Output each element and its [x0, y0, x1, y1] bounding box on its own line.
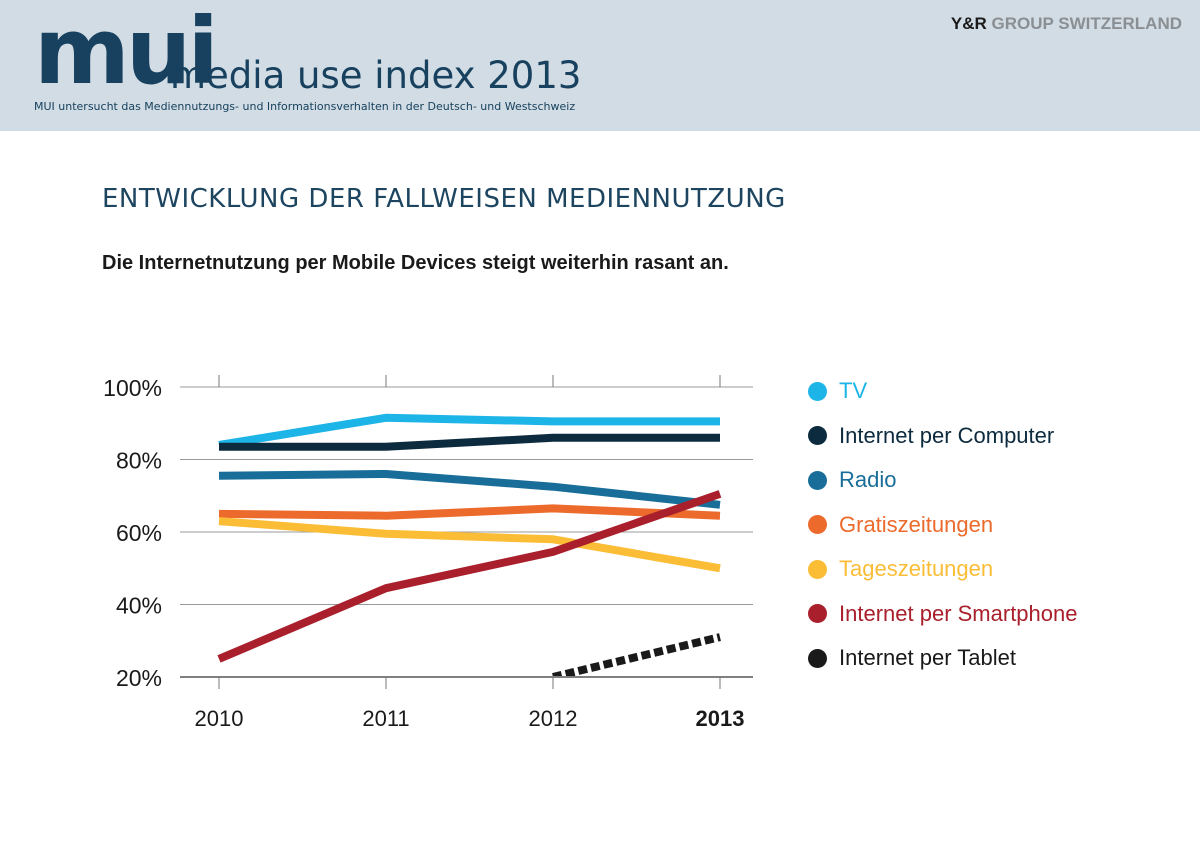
y-tick-label: 40%: [116, 593, 162, 619]
legend-item: TV: [808, 369, 1077, 414]
logo-description: MUI untersucht das Mediennutzungs- und I…: [34, 100, 576, 113]
header-banner: mui media use index 2013 MUI untersucht …: [0, 0, 1200, 131]
legend-label: Internet per Smartphone: [839, 600, 1078, 626]
legend-dot-icon: [808, 381, 827, 401]
brand-primary: Y&R: [950, 14, 987, 33]
legend-item: Gratiszeitungen: [808, 503, 1077, 548]
legend-label: Radio: [839, 467, 897, 493]
legend-dot-icon: [808, 515, 827, 535]
series-line-gratiszeitungen: [218, 504, 721, 520]
series-line-internet-per-smartphone: [217, 490, 722, 663]
series-line-tageszeitungen: [218, 517, 721, 573]
x-tick-label: 2012: [529, 706, 578, 731]
brand-secondary: GROUP SWITZERLAND: [991, 14, 1182, 33]
series-line-tv: [218, 413, 720, 449]
legend-dot-icon: [808, 604, 827, 624]
y-tick-label: 80%: [116, 448, 162, 474]
y-tick-label: 20%: [116, 665, 162, 691]
legend-label: Tageszeitungen: [839, 556, 994, 582]
chart-title: ENTWICKLUNG DER FALLWEISEN MEDIENNUTZUNG: [102, 184, 786, 214]
y-tick-label: 60%: [116, 520, 162, 546]
x-tick-label: 2011: [362, 706, 409, 731]
series-line-internet-per-tablet: [552, 633, 721, 676]
legend-dot-icon: [808, 648, 827, 668]
legend-label: Internet per Tablet: [839, 645, 1016, 671]
legend-item: Internet per Smartphone: [808, 592, 1077, 637]
brand-label: Y&R GROUP SWITZERLAND: [951, 14, 1182, 34]
legend-item: Internet per Tablet: [808, 636, 1077, 681]
legend-label: Gratiszeitungen: [839, 511, 994, 537]
legend-dot-icon: [808, 470, 827, 490]
legend-dot-icon: [808, 559, 827, 579]
chart-subtitle: Die Internetnutzung per Mobile Devices s…: [102, 252, 729, 274]
legend-item: Radio: [808, 458, 1077, 503]
series-line-internet-per-computer: [219, 433, 720, 451]
series-line-radio: [218, 470, 721, 509]
mui-logo: mui: [34, 0, 219, 105]
y-tick-label: 100%: [103, 375, 162, 401]
chart-legend: TV Internet per Computer Radio Gratiszeitun…: [808, 369, 1077, 681]
legend-label: TV: [839, 378, 868, 404]
legend-item: Internet per Computer: [808, 414, 1077, 459]
legend-label: Internet per Computer: [839, 422, 1055, 448]
legend-dot-icon: [808, 426, 827, 446]
x-tick-label: 2013: [696, 706, 745, 731]
legend-item: Tageszeitungen: [808, 547, 1077, 592]
x-tick-label: 2010: [195, 706, 244, 731]
logo-subtitle: media use index 2013: [170, 54, 582, 97]
